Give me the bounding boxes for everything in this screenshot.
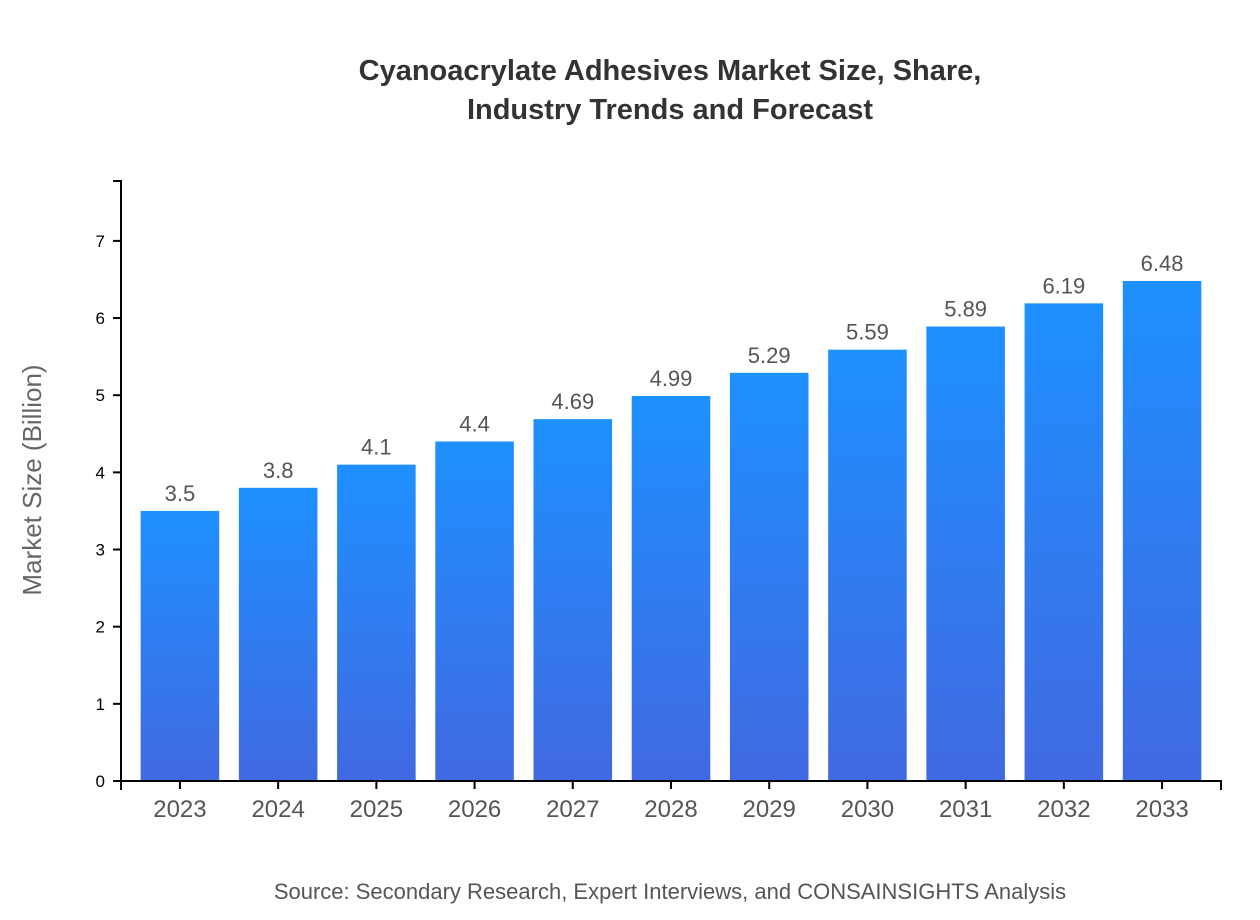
- x-tick-label: 2032: [1037, 796, 1090, 823]
- data-label-2027: 4.69: [551, 389, 594, 414]
- y-tick-label: 7: [96, 232, 105, 251]
- x-tick-label: 2028: [644, 796, 697, 823]
- data-label-2033: 6.48: [1141, 251, 1184, 276]
- y-tick-label: 4: [96, 463, 105, 482]
- data-label-2031: 5.89: [944, 297, 987, 322]
- data-label-2030: 5.59: [846, 320, 889, 345]
- y-tick-label: 6: [96, 309, 105, 328]
- y-axis: 0 1 2 3 4 5 6 7: [96, 180, 122, 791]
- y-tick-label: 5: [96, 386, 105, 405]
- data-label-2032: 6.19: [1042, 273, 1085, 298]
- bar-2023: [140, 510, 220, 781]
- x-tick-label: 2024: [251, 796, 304, 823]
- x-tick-label: 2025: [350, 796, 403, 823]
- y-tick-label: 0: [96, 772, 105, 791]
- bar-2027: [533, 419, 613, 781]
- y-tick-label: 3: [96, 541, 105, 560]
- source-note: Source: Secondary Research, Expert Inter…: [274, 879, 1066, 904]
- bar-2032: [1024, 303, 1104, 781]
- data-label-2026: 4.4: [459, 411, 490, 436]
- x-tick-label: 2031: [939, 796, 992, 823]
- chart-title-line-2: Industry Trends and Forecast: [467, 94, 873, 126]
- bar-2028: [631, 395, 711, 781]
- bar-2024: [238, 487, 318, 781]
- x-tick-label: 2023: [153, 796, 206, 823]
- y-tick-label: 2: [96, 618, 105, 637]
- data-label-2025: 4.1: [361, 435, 392, 460]
- x-axis: 2023 2024 2025 2026 2027 2028 2029 2030 2031 2032…: [120, 780, 1222, 823]
- x-axis-line: [120, 780, 1222, 790]
- bar-2029: [729, 372, 809, 781]
- x-tick-label: 2033: [1135, 796, 1188, 823]
- bar-2031: [926, 326, 1005, 781]
- data-label-2028: 4.99: [650, 366, 693, 391]
- y-axis-label: Market Size (Billion): [17, 364, 47, 595]
- x-tick-label: 2026: [448, 796, 501, 823]
- bar-2025: [337, 464, 416, 781]
- data-label-2029: 5.29: [748, 343, 791, 368]
- x-tick-label: 2030: [841, 796, 894, 823]
- x-tick-label: 2027: [546, 796, 599, 823]
- chart-title-line-1: Cyanoacrylate Adhesives Market Size, Sha…: [359, 55, 982, 87]
- data-label-2023: 3.5: [165, 481, 196, 506]
- bars-group: 3.5 3.8 4.1 4.4 4.69 4.99 5.29 5.59 5.89 6.19 6.48: [140, 251, 1202, 781]
- bar-2033: [1122, 281, 1202, 781]
- bar-2026: [435, 441, 514, 781]
- bar-2030: [828, 349, 907, 781]
- y-axis-line: [113, 180, 122, 782]
- y-tick-label: 1: [96, 695, 105, 714]
- x-tick-label: 2029: [743, 796, 796, 823]
- data-label-2024: 3.8: [263, 458, 294, 483]
